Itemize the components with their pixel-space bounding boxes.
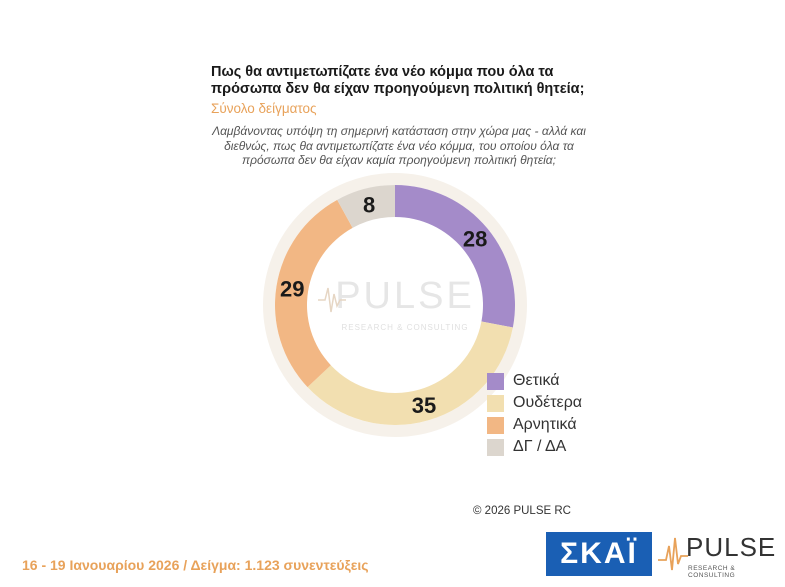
donut-halo-ring [263, 173, 527, 437]
legend-swatch-neutral [487, 394, 504, 412]
pulse-logo: PULSE RESEARCH & CONSULTING [658, 530, 778, 579]
chart-title: Πως θα αντιμετωπίζατε ένα νέο κόμμα που … [211, 64, 585, 97]
legend-item-negative: Αρνητικά [487, 414, 582, 436]
donut-slices [275, 185, 515, 426]
legend-item-dk-na: ΔΓ / ΔΑ [487, 436, 582, 458]
skai-logo: ΣΚΑΪ [546, 532, 652, 576]
data-label-dk-na: 8 [363, 192, 375, 217]
legend: Θετικά Ουδέτερα Αρνητικά ΔΓ / ΔΑ [487, 370, 582, 458]
legend-swatch-negative [487, 416, 504, 434]
data-label-neutral: 35 [412, 393, 436, 418]
pulse-logo-text: PULSE [686, 532, 777, 562]
footer-dates-sample: 16 - 19 Ιανουαρίου 2026 / Δείγμα: 1.123 … [22, 557, 369, 573]
legend-label-dk-na: ΔΓ / ΔΑ [513, 438, 567, 455]
legend-swatch-dk-na [487, 438, 504, 456]
data-label-positive: 28 [463, 227, 487, 252]
legend-swatch-positive [487, 372, 504, 390]
copyright: © 2026 PULSE RC [473, 505, 571, 517]
legend-item-neutral: Ουδέτερα [487, 392, 582, 414]
donut-slice-negative [275, 199, 353, 388]
legend-label-neutral: Ουδέτερα [513, 394, 583, 411]
pulse-logo-tagline: RESEARCH & CONSULTING [688, 565, 736, 579]
watermark-brand: PULSE [335, 275, 475, 317]
chart-subtitle: Σύνολο δείγματος [211, 101, 317, 116]
donut-slice-neutral [307, 321, 513, 426]
watermark-tagline: RESEARCH & CONSULTING [341, 323, 468, 332]
data-label-negative: 29 [280, 277, 304, 302]
donut-slice-positive [395, 185, 515, 328]
donut-labels: 28 35 29 8 [280, 192, 487, 418]
question-text: Λαμβάνοντας υπόψη τη σημερινή κατάσταση … [212, 124, 586, 167]
donut-halo [263, 173, 527, 437]
legend-label-negative: Αρνητικά [513, 416, 577, 433]
pulse-watermark: PULSE RESEARCH & CONSULTING [318, 275, 475, 332]
legend-label-positive: Θετικά [513, 372, 560, 389]
legend-item-positive: Θετικά [487, 370, 582, 392]
pulse-logo-icon [658, 537, 688, 571]
watermark-pulse-line [318, 287, 346, 313]
donut-slice-dk-na [337, 185, 395, 228]
